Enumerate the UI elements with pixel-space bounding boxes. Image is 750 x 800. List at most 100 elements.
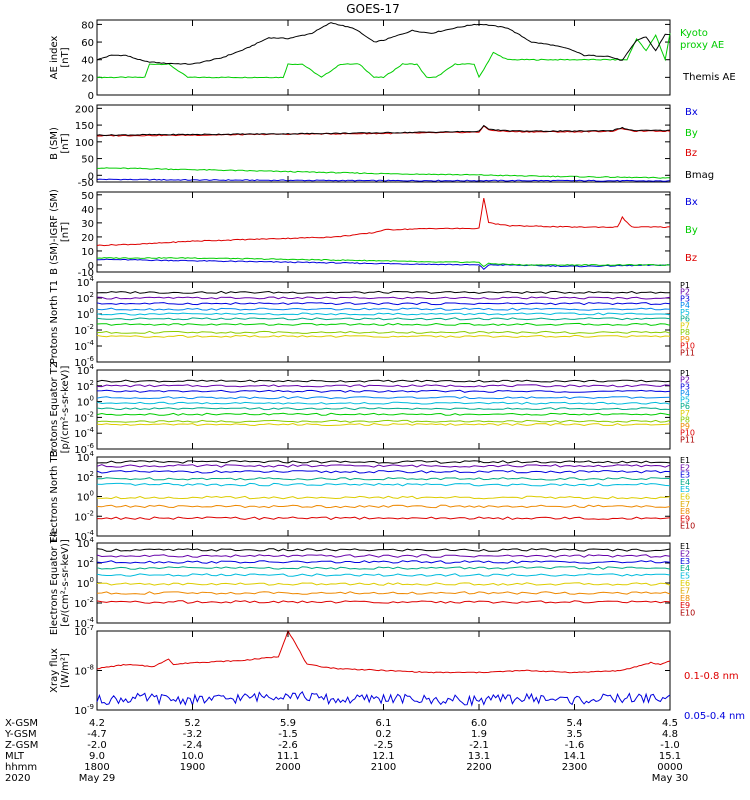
y-tick-label: 10-4: [74, 339, 94, 353]
ephem-value: 5.2: [185, 718, 201, 729]
legend-p3: P3: [680, 294, 690, 303]
ephem-row-label: Z-GSM: [5, 740, 38, 751]
y-axis-unit: [W/m²]: [60, 653, 71, 688]
series-e4: [96, 566, 671, 570]
y-tick-label: 10-4: [74, 616, 94, 630]
series-e8: [96, 516, 671, 521]
series-bz: [96, 125, 671, 137]
series-p1: [96, 379, 671, 383]
series-e6: [96, 495, 671, 500]
y-tick-label: -10: [78, 268, 94, 279]
ephem-value: 15.1: [659, 751, 681, 762]
ephem-value: 4.2: [89, 718, 105, 729]
series-p5: [96, 401, 671, 405]
ephem-value: -1.5: [278, 729, 298, 740]
y-tick-label: 200: [75, 104, 94, 115]
ephem-value: 1800: [84, 762, 109, 773]
y-axis-unit: [nT]: [60, 222, 71, 242]
y-tick-label: -50: [78, 178, 94, 189]
series-p6: [96, 407, 671, 411]
series-p9: [96, 334, 671, 338]
legend-e7: E7: [680, 500, 690, 509]
y-tick-label: 102: [77, 556, 94, 570]
series-p6: [96, 317, 671, 321]
y-tick-label: 104: [77, 363, 95, 377]
series-e6: [96, 582, 671, 586]
legend-p5: P5: [680, 308, 690, 317]
legend-e9: E9: [680, 514, 690, 523]
ephem-row-label: hhmm: [5, 762, 37, 773]
panel-5: 10-6 10-4 10-2100 102 104 Protons Equator T2[…: [49, 362, 695, 458]
y-tick-label: 100: [77, 395, 94, 409]
series-e5: [96, 482, 671, 487]
series-p3: [96, 302, 671, 306]
ephem-value: 5.9: [280, 718, 296, 729]
legend-xray-long: 0.1-0.8 nm: [684, 671, 739, 682]
panel-frame: [96, 281, 671, 363]
ephem-value: 4.5: [662, 718, 678, 729]
y-tick-label: 10-2: [74, 596, 94, 610]
y-axis-unit: [nT]: [60, 133, 71, 153]
legend-bx: Bx: [685, 197, 698, 208]
y-tick-label: 100: [77, 490, 94, 504]
y-tick-label: 50: [81, 155, 94, 166]
series-e4: [97, 476, 671, 481]
legend-p2: P2: [680, 288, 690, 297]
series-e3: [96, 560, 671, 564]
y-tick-label: 20: [81, 73, 94, 84]
ephem-value: 6.1: [376, 718, 392, 729]
panel-3: -100 10 20 30 40 50 B (SM)-IGRF (SM) [nT] Bx By Bz: [49, 189, 698, 279]
series-p4: [96, 307, 671, 311]
legend-xray-short: 0.05-0.4 nm: [684, 711, 745, 722]
legend-e1: E1: [680, 456, 690, 465]
legend-p4: P4: [680, 301, 690, 310]
legend-p9: P9: [680, 422, 690, 431]
ephem-value: 0000: [657, 762, 682, 773]
ephem-value: 10.0: [181, 751, 203, 762]
series-p4: [96, 396, 671, 400]
ephem-value: -2.4: [183, 740, 203, 751]
legend-p10: P10: [680, 429, 695, 438]
legend-e3: E3: [680, 471, 690, 480]
series-by: [96, 256, 671, 268]
y-tick-label: 102: [77, 291, 94, 305]
y-tick-label: 104: [77, 536, 95, 550]
ephem-value: 2300: [562, 762, 587, 773]
y-axis-label: Electrons North T3: [49, 450, 60, 543]
series-p8: [96, 419, 671, 423]
series-e3: [96, 470, 671, 474]
series-bmag: [96, 124, 671, 137]
series-0-05-0-4-nm: [96, 691, 671, 707]
panel-2: -500 50 100 150 200 B (SM) [nT] Bx By Bz Bmag: [49, 104, 714, 189]
y-tick-label: 10-2: [74, 410, 94, 424]
legend-p1: P1: [680, 369, 690, 378]
legend-themis: Themis AE: [682, 72, 736, 83]
ephem-value: -1.6: [565, 740, 585, 751]
y-axis-label: AE index: [49, 36, 60, 80]
y-tick-label: 0: [88, 261, 94, 272]
series-p1: [96, 290, 670, 294]
series-0-1-0-8-nm: [96, 629, 671, 674]
y-tick-label: 0: [88, 171, 94, 182]
y-tick-label: 10: [81, 247, 94, 258]
ephem-value: 1900: [180, 762, 205, 773]
y-tick-label: 10-6: [74, 442, 94, 456]
y-axis-label: B (SM)-IGRF (SM): [49, 189, 60, 275]
legend-p5: P5: [680, 396, 690, 405]
series-p2: [96, 296, 671, 300]
legend-e4: E4: [680, 564, 690, 573]
legend-p9: P9: [680, 335, 690, 344]
legend-e1: E1: [680, 542, 690, 551]
y-tick-label: 100: [77, 576, 94, 590]
legend-p11: P11: [680, 435, 695, 444]
series-p3: [96, 389, 671, 393]
y-tick-label: 100: [75, 138, 94, 149]
y-tick-label: 100: [77, 307, 94, 321]
y-tick-label: 10-8: [74, 664, 94, 678]
series-p7: [96, 412, 671, 416]
legend-e10: E10: [680, 609, 695, 618]
series-e5: [96, 573, 671, 577]
